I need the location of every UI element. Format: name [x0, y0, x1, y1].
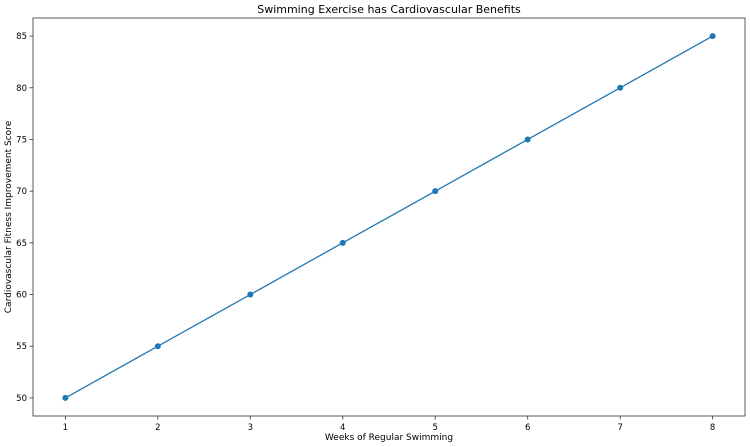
series-line — [65, 35, 713, 399]
data-point — [339, 239, 346, 246]
axes-frame — [32, 17, 746, 417]
x-axis-label: Weeks of Regular Swimming — [325, 433, 453, 443]
y-tick-label: 50 — [16, 394, 27, 404]
x-tick-label: 5 — [433, 423, 438, 433]
x-tick-label: 8 — [710, 423, 715, 433]
data-point — [617, 84, 624, 91]
y-tick-label: 55 — [16, 342, 27, 352]
y-tick-label: 85 — [16, 32, 27, 42]
x-tick-label: 7 — [617, 423, 622, 433]
chart-title: Swimming Exercise has Cardiovascular Ben… — [257, 3, 521, 16]
data-point — [432, 188, 439, 195]
x-tick-label: 6 — [525, 423, 530, 433]
x-tick-label: 3 — [248, 423, 253, 433]
data-point — [524, 136, 531, 143]
y-axis-label: Cardiovascular Fitness Improvement Score — [4, 120, 14, 313]
x-tick-label: 1 — [63, 423, 68, 433]
y-tick-label: 75 — [16, 135, 27, 145]
data-point — [709, 33, 716, 40]
y-tick-label: 60 — [16, 291, 27, 301]
y-tick-label: 80 — [16, 84, 27, 94]
data-point — [154, 343, 161, 350]
x-tick-label: 2 — [155, 423, 160, 433]
x-tick-label: 4 — [340, 423, 345, 433]
data-point — [62, 394, 69, 401]
y-tick-label: 65 — [16, 239, 27, 249]
y-tick-label: 70 — [16, 187, 27, 197]
data-point — [247, 291, 254, 298]
